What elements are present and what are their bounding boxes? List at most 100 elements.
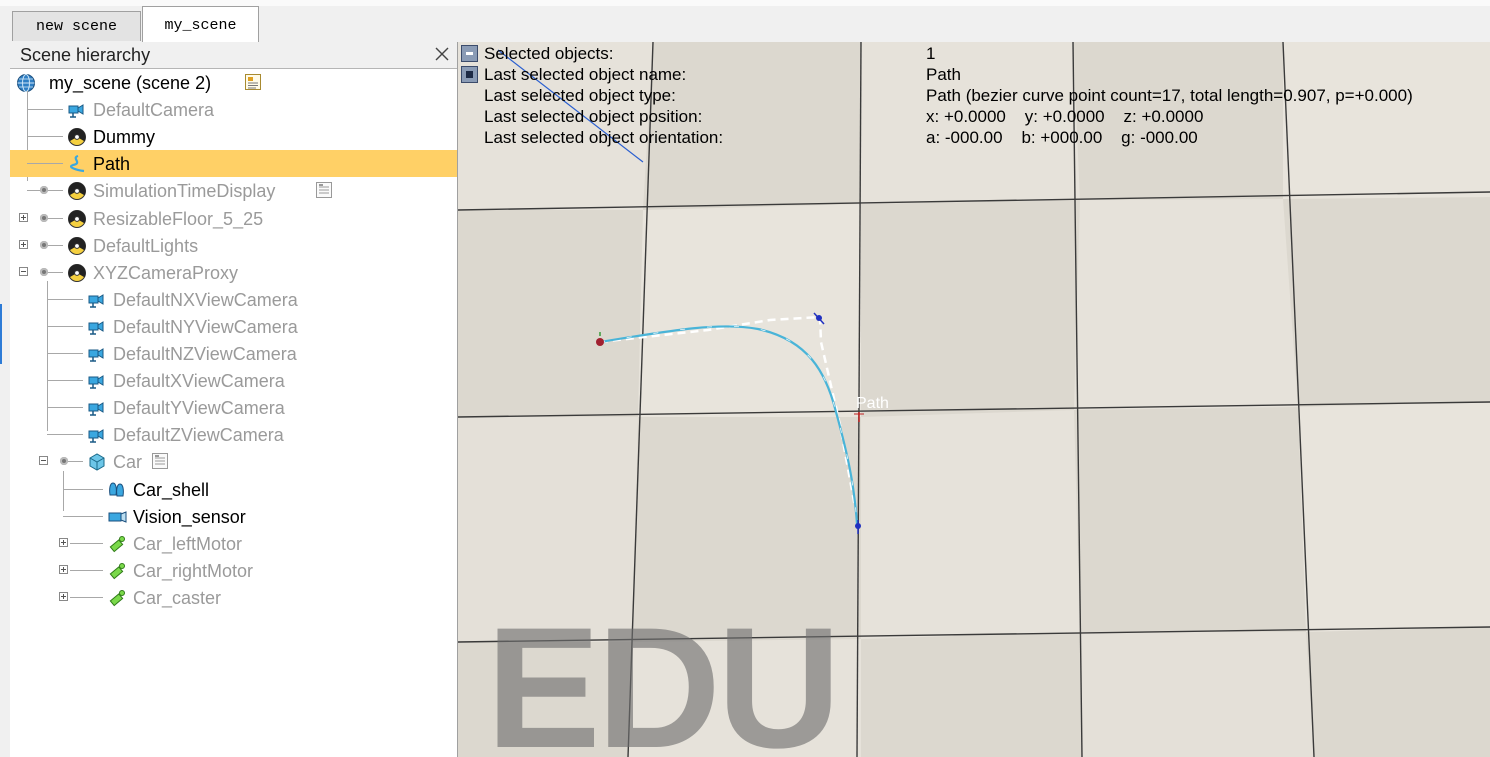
tree-item-label: Car_shell xyxy=(133,480,210,500)
tree-connector xyxy=(47,326,83,327)
object-name-key: Last selected object name: xyxy=(484,65,687,84)
script-icon[interactable] xyxy=(151,452,169,470)
tree-item-label: Car xyxy=(113,452,143,472)
tree-connector xyxy=(47,407,83,408)
tree-item-label: Car_caster xyxy=(133,588,222,608)
tree-item-defaultnyviewcamera[interactable]: DefaultNYViewCamera xyxy=(10,313,457,340)
camera-icon xyxy=(88,402,104,416)
scene-root-label: my_scene (scene 2) xyxy=(49,73,212,93)
dummy-icon xyxy=(68,128,86,146)
dummy-icon xyxy=(68,210,86,228)
tree-item-car-shell[interactable]: Car_shell xyxy=(10,476,457,503)
selected-objects-key: Selected objects: xyxy=(484,44,614,63)
dummy-icon xyxy=(68,264,86,282)
scene-hierarchy-header: Scene hierarchy xyxy=(10,42,457,69)
tree-connector xyxy=(48,190,63,191)
tree-item-xyzcameraproxy[interactable]: XYZCameraProxy xyxy=(10,259,457,286)
tree-item-car-caster[interactable]: Car_caster xyxy=(10,584,457,611)
tree-connector xyxy=(63,516,103,517)
tree-item-car-leftmotor[interactable]: Car_leftMotor xyxy=(10,530,457,557)
object-orientation-value: a: -000.00 b: +000.00 g: -000.00 xyxy=(926,128,1198,147)
model-dot-icon[interactable] xyxy=(40,241,48,249)
object-type-key: Last selected object type: xyxy=(484,86,676,105)
tree-connector xyxy=(48,218,63,219)
tree-item-defaultnxviewcamera[interactable]: DefaultNXViewCamera xyxy=(10,286,457,313)
tree-connector xyxy=(48,245,63,246)
scene-root-row[interactable]: my_scene (scene 2) xyxy=(10,69,457,96)
tree-item-defaultnzviewcamera[interactable]: DefaultNZViewCamera xyxy=(10,340,457,367)
joint-icon xyxy=(109,590,125,607)
tree-branch-line xyxy=(63,471,64,511)
globe-icon xyxy=(17,74,35,92)
camera-icon xyxy=(88,348,104,362)
edu-watermark: EDU xyxy=(486,592,841,757)
model-dot-icon[interactable] xyxy=(40,268,48,276)
tree-connector xyxy=(70,597,103,598)
tree-item-label: DefaultXViewCamera xyxy=(113,371,285,391)
left-dock-edge xyxy=(0,42,10,757)
expand-icon[interactable] xyxy=(19,213,28,222)
tree-item-label: Car_leftMotor xyxy=(133,534,243,554)
tree-connector xyxy=(47,434,83,435)
tree-item-label: ResizableFloor_5_25 xyxy=(93,209,264,229)
object-position-key: Last selected object position: xyxy=(484,107,703,126)
tree-item-simulationtimedisplay[interactable]: SimulationTimeDisplay xyxy=(10,177,457,204)
tree-connector xyxy=(27,109,63,110)
tab-new-scene[interactable]: new scene xyxy=(12,11,141,41)
object-orientation-key: Last selected object orientation: xyxy=(484,128,724,147)
tree-item-label: SimulationTimeDisplay xyxy=(93,181,276,201)
floor-grid xyxy=(458,42,1490,757)
collapse-icon[interactable] xyxy=(39,456,48,465)
tree-item-label: DefaultZViewCamera xyxy=(113,425,284,445)
script-icon[interactable] xyxy=(244,73,262,91)
tree-connector xyxy=(48,272,63,273)
tree-item-car[interactable]: Car xyxy=(10,448,457,475)
tree-item-label: DefaultNZViewCamera xyxy=(113,344,297,364)
expand-icon[interactable] xyxy=(59,592,68,601)
tree-item-label: DefaultNYViewCamera xyxy=(113,317,298,337)
3d-viewport[interactable]: Selected objects: 1 Last selected object… xyxy=(458,42,1490,757)
tree-item-path[interactable]: Path xyxy=(10,150,457,177)
close-icon[interactable] xyxy=(431,43,453,65)
script-icon[interactable] xyxy=(315,181,333,199)
collapse-info-icon[interactable] xyxy=(461,45,478,62)
tree-item-label: Path xyxy=(93,154,131,174)
camera-icon xyxy=(88,294,104,308)
tab-my-scene[interactable]: my_scene xyxy=(142,6,259,43)
model-dot-icon[interactable] xyxy=(40,214,48,222)
expand-icon[interactable] xyxy=(59,565,68,574)
joint-icon xyxy=(109,536,125,553)
expand-icon[interactable] xyxy=(19,240,28,249)
tree-item-defaultyviewcamera[interactable]: DefaultYViewCamera xyxy=(10,394,457,421)
dummy-icon xyxy=(68,237,86,255)
model-dot-icon[interactable] xyxy=(60,457,68,465)
tree-item-defaultzviewcamera[interactable]: DefaultZViewCamera xyxy=(10,421,457,448)
object-type-value: Path (bezier curve point count=17, total… xyxy=(926,86,1413,105)
tree-item-car-rightmotor[interactable]: Car_rightMotor xyxy=(10,557,457,584)
tree-item-defaultcamera[interactable]: DefaultCamera xyxy=(10,96,457,123)
camera-icon xyxy=(88,321,104,335)
tree-connector xyxy=(70,543,103,544)
tree-item-vision-sensor[interactable]: Vision_sensor xyxy=(10,503,457,530)
tree-item-defaultlights[interactable]: DefaultLights xyxy=(10,232,457,259)
selected-objects-value: 1 xyxy=(926,44,936,63)
tree-connector xyxy=(47,353,83,354)
info-toggle-icon[interactable] xyxy=(461,66,478,83)
tree-item-label: Car_rightMotor xyxy=(133,561,254,581)
tree-item-label: DefaultYViewCamera xyxy=(113,398,285,418)
expand-icon[interactable] xyxy=(59,538,68,547)
camera-icon xyxy=(68,104,84,118)
model-dot-icon[interactable] xyxy=(40,186,48,194)
shape-icon xyxy=(109,482,124,497)
tree-item-label: DefaultLights xyxy=(93,236,199,256)
tree-item-resizablefloor-5-25[interactable]: ResizableFloor_5_25 xyxy=(10,205,457,232)
path-object-label: Path xyxy=(856,395,889,412)
collapse-icon[interactable] xyxy=(19,267,28,276)
tree-item-label: DefaultNXViewCamera xyxy=(113,290,298,310)
tree-connector xyxy=(27,136,63,137)
tree-item-defaultxviewcamera[interactable]: DefaultXViewCamera xyxy=(10,367,457,394)
scene-hierarchy-title: Scene hierarchy xyxy=(20,44,151,65)
tree-item-label: Dummy xyxy=(93,127,155,147)
tree-item-dummy[interactable]: Dummy xyxy=(10,123,457,150)
vision-sensor-icon xyxy=(108,511,127,523)
